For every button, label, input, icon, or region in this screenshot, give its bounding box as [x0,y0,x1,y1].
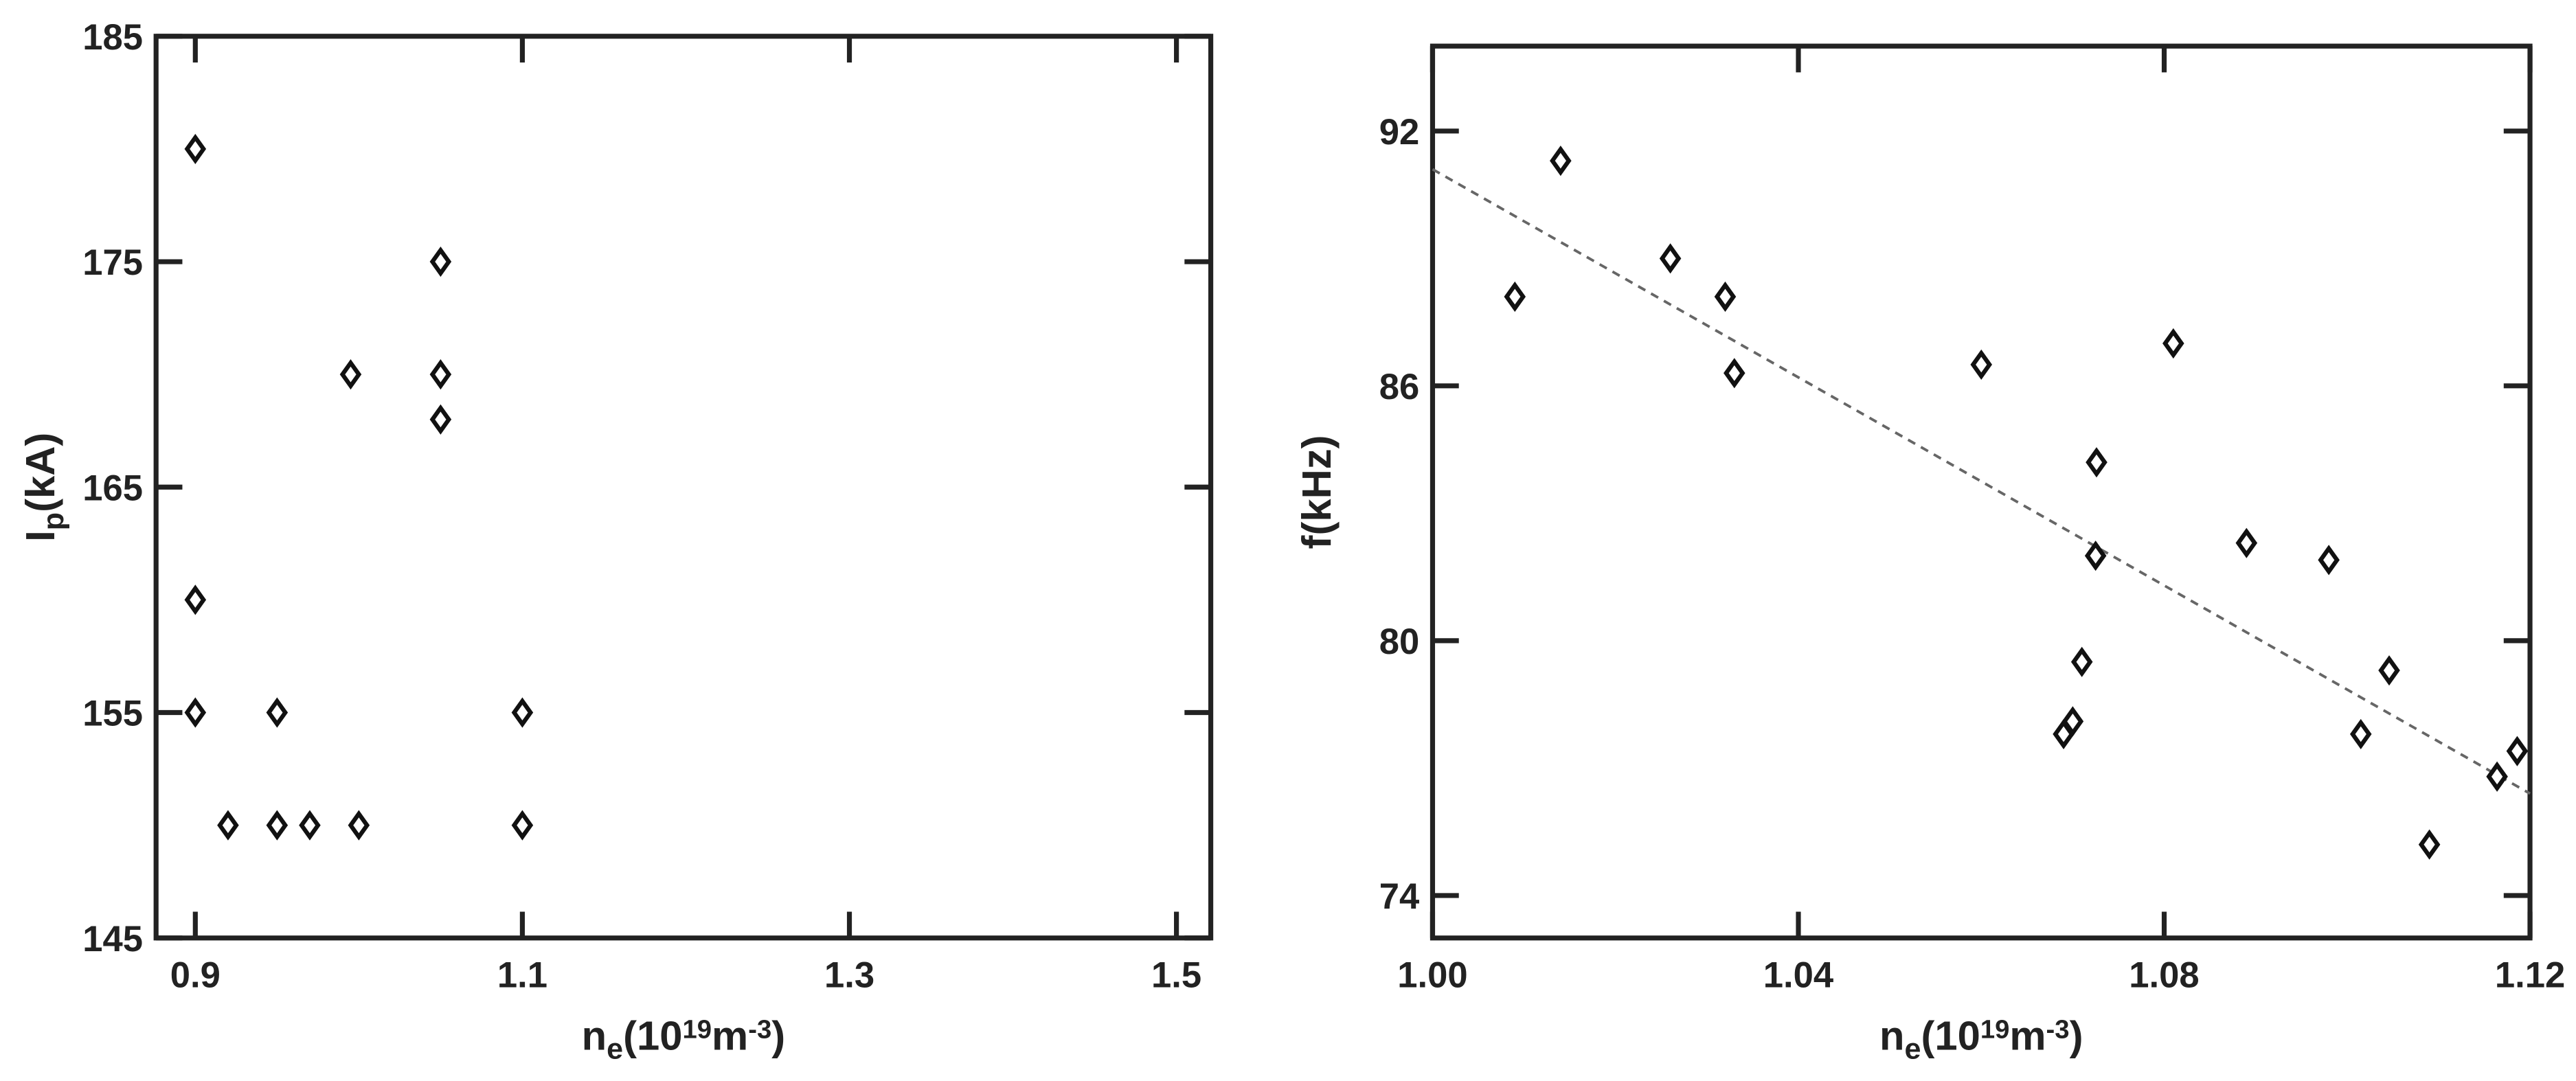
point [2070,646,2093,677]
y-tick-label: 155 [82,694,143,734]
y-tick-label: 74 [1379,876,1420,917]
y-tick-label: 92 [1379,112,1420,152]
point [339,359,362,390]
point [2061,706,2084,737]
point [511,697,534,728]
point [2486,761,2508,792]
point [348,810,370,841]
x-tick-label: 0.9 [170,955,221,996]
point [429,404,452,435]
x-tick-label: 1.12 [2495,955,2565,996]
point [299,810,321,841]
y-tick-label: 165 [82,468,143,508]
plot: 1.00 1.04 1.08 1.12 74 80 86 92 ne(1019m-3) f(kHz… [1293,43,2565,1065]
axis-label-part: 19 [1980,1014,2010,1044]
axis-label-part: ) [2070,1012,2083,1058]
axis-label-part: f(kHz) [1293,435,1340,549]
point [266,810,289,841]
axes-frame [1430,43,2533,941]
axis-label-part: n [582,1012,607,1058]
x-tick-label: 1.04 [1763,955,1833,996]
x-tick-label: 1.5 [1151,955,1201,996]
y-axis-label: f(kHz) [1293,435,1340,549]
point [2086,447,2108,478]
y-tick-label: 80 [1379,622,1420,662]
axis-label-part: m [712,1012,748,1058]
axis-label-part: e [607,1032,623,1065]
point [429,359,452,390]
axis-label-part: (kA) [17,433,63,512]
point [511,810,534,841]
point [266,697,289,728]
point [217,810,239,841]
axis-label-part: p [37,512,70,530]
x-tick-label: 1.00 [1397,955,1467,996]
point [184,584,207,615]
axis-label-part: e [1905,1032,1921,1065]
point [2378,655,2400,686]
x-axis-label: ne(1019m-3) [582,1012,785,1065]
x-axis-label: ne(1019m-3) [1879,1012,2083,1065]
plot: 0.9 1.1 1.3 1.5 145 155 165 175 185 ne(1019m-3) Ip… [17,17,1214,1065]
point [1970,349,1993,380]
axis-label-part: (10 [623,1012,682,1058]
point [2506,736,2529,766]
point [1714,281,1737,312]
axes-frame [153,34,1214,941]
y-axis-label: Ip(kA) [17,433,70,542]
point [429,246,452,277]
point [2162,328,2184,359]
y-tick-label: 86 [1379,367,1420,407]
axis-label-part: 19 [683,1014,712,1044]
axis-label-part: -3 [2046,1014,2070,1044]
point [2084,540,2107,571]
x-tick-label: 1.08 [2129,955,2199,996]
point [2418,829,2441,860]
axis-label-part: (10 [1921,1012,1980,1058]
x-tick-label: 1.3 [824,955,874,996]
point [184,697,207,728]
point [1504,281,1526,312]
x-tick-label: 1.1 [497,955,547,996]
point [2235,527,2258,558]
axis-label-part: I [17,530,63,542]
point [184,133,207,164]
point [1724,358,1745,389]
axis-label-part: -3 [748,1014,771,1044]
axis-label-part: m [2009,1012,2046,1058]
y-tick-label: 175 [82,242,143,283]
fit-line [1432,168,2531,795]
axis-label-part: n [1879,1012,1905,1058]
point [1550,146,1572,177]
y-tick-label: 185 [82,17,143,58]
axis-label-part: ) [771,1012,785,1058]
point [2349,718,2372,750]
point [2318,545,2340,576]
point [1659,243,1682,274]
y-tick-label: 145 [82,919,143,959]
